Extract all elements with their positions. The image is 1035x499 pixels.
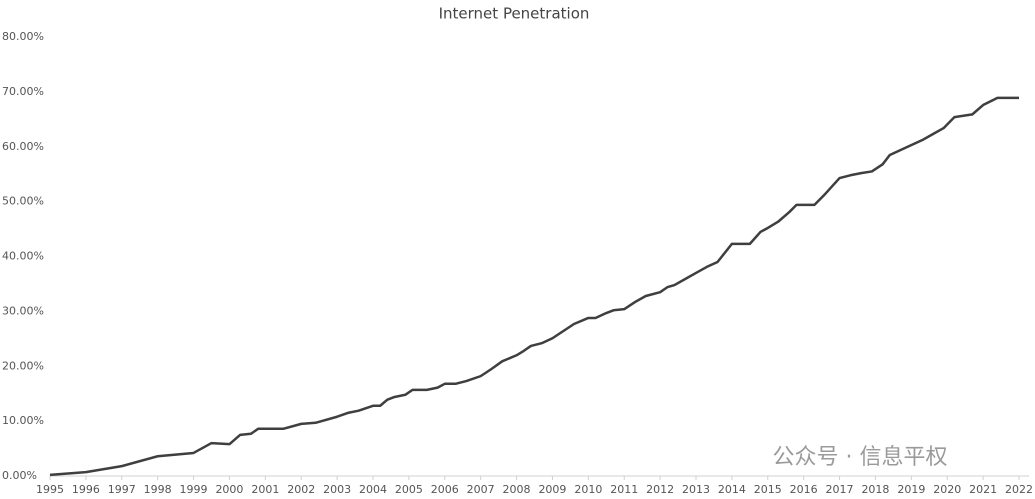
x-tick-label: 1995: [36, 483, 64, 496]
x-tick-label: 2022: [1005, 483, 1033, 496]
y-tick-label: 70.00%: [2, 85, 44, 98]
x-tick-label: 2021: [969, 483, 997, 496]
x-tick-label: 2005: [395, 483, 423, 496]
y-tick-label: 10.00%: [2, 414, 44, 427]
x-tick-label: 2020: [933, 483, 961, 496]
x-tick-label: 1997: [108, 483, 136, 496]
y-tick-label: 0.00%: [2, 469, 37, 482]
line-series: [49, 96, 1019, 477]
x-tick-label: 2000: [215, 483, 243, 496]
watermark: 公众号 · 信息平权: [773, 445, 948, 470]
x-tick-label: 2013: [682, 483, 710, 496]
x-tick-label: 2019: [897, 483, 925, 496]
x-tick-label: 2006: [431, 483, 459, 496]
x-tick-label: 2011: [610, 483, 638, 496]
x-tick-label: 2001: [251, 483, 279, 496]
x-tick-label: 1998: [144, 483, 172, 496]
y-tick-label: 80.00%: [2, 30, 44, 43]
x-tick-label: 2008: [503, 483, 531, 496]
x-tick-label: 2004: [359, 483, 387, 496]
y-tick-label: 30.00%: [2, 304, 44, 317]
y-tick-label: 50.00%: [2, 195, 44, 208]
y-tick-label: 60.00%: [2, 140, 44, 153]
chart-title: Internet Penetration: [439, 5, 590, 23]
x-tick-label: 2012: [646, 483, 674, 496]
x-tick-label: 2016: [790, 483, 818, 496]
x-tick-label: 1999: [180, 483, 208, 496]
x-tick-label: 2017: [826, 483, 854, 496]
y-tick-label: 20.00%: [2, 359, 44, 372]
x-tick-label: 2002: [287, 483, 315, 496]
x-tick-label: 2015: [754, 483, 782, 496]
x-tick-label: 2003: [323, 483, 351, 496]
x-tick-label: 1996: [72, 483, 100, 496]
x-tick-label: 2007: [467, 483, 495, 496]
x-tick-label: 2018: [861, 483, 889, 496]
x-tick-label: 2014: [718, 483, 746, 496]
x-tick-label: 2009: [538, 483, 566, 496]
y-tick-label: 40.00%: [2, 250, 44, 263]
x-tick-label: 2010: [574, 483, 602, 496]
